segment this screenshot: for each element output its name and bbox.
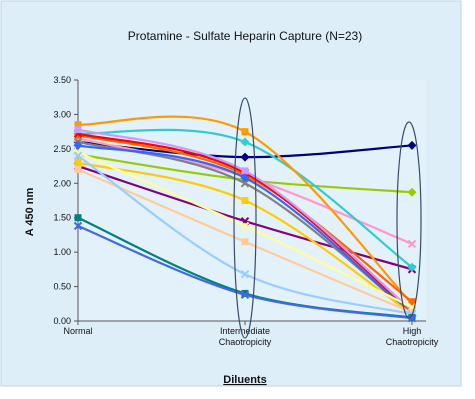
data-point: [240, 179, 250, 188]
x-axis-title: Diluents: [223, 374, 266, 386]
data-point: [407, 314, 417, 323]
data-point: [241, 167, 249, 175]
axes-layer: 0.00 0.50 1.00 1.50 2.00 2.50 3.00 3.50 Normal In…: [53, 75, 438, 347]
data-point: [407, 187, 417, 197]
data-point: [407, 239, 417, 249]
data-point: [240, 221, 250, 231]
data-point: [407, 262, 417, 272]
data-point: [74, 159, 82, 167]
y-axis-title: A 450 nm: [24, 188, 36, 237]
data-point: [407, 140, 417, 150]
y-tick-label: 1.50: [53, 213, 71, 223]
data-point: [240, 152, 250, 162]
highlight-ellipse-intermediate: [233, 97, 257, 339]
data-point: [73, 151, 83, 160]
data-point: [74, 126, 82, 134]
x-tick-label: High: [403, 326, 422, 336]
series-15: [73, 151, 417, 319]
data-point: [240, 290, 250, 300]
data-point: [241, 197, 249, 204]
data-point: [74, 121, 82, 129]
data-point: [240, 137, 250, 147]
y-tick-label: 0.50: [53, 282, 71, 292]
y-tick-label: 0.00: [53, 316, 71, 326]
x-tick-label: Normal: [63, 326, 92, 336]
x-tick-label: Intermediate: [220, 326, 270, 336]
y-tick-label: 2.50: [53, 144, 71, 154]
highlight-ellipse-high: [396, 121, 422, 319]
data-point: [73, 221, 83, 231]
highlight-ellipses: [233, 97, 422, 339]
data-point: [74, 214, 82, 222]
data-point: [241, 238, 249, 246]
y-tick-label: 3.00: [53, 109, 71, 119]
y-tick-label: 2.00: [53, 178, 71, 188]
y-tick-label: 3.50: [53, 75, 71, 85]
data-point: [240, 173, 250, 183]
data-point: [73, 140, 83, 150]
data-point: [408, 298, 416, 306]
series-17: [73, 221, 417, 323]
x-tick-label: Chaotropicity: [219, 337, 272, 347]
data-point: [240, 269, 250, 279]
x-tick-label: Chaotropicity: [386, 337, 439, 347]
data-point: [241, 128, 249, 136]
series-layer: [73, 115, 417, 323]
data-point: [74, 166, 82, 174]
y-tick-label: 1.00: [53, 247, 71, 257]
chart-title: Protamine - Sulfate Heparin Capture (N=2…: [128, 29, 362, 43]
